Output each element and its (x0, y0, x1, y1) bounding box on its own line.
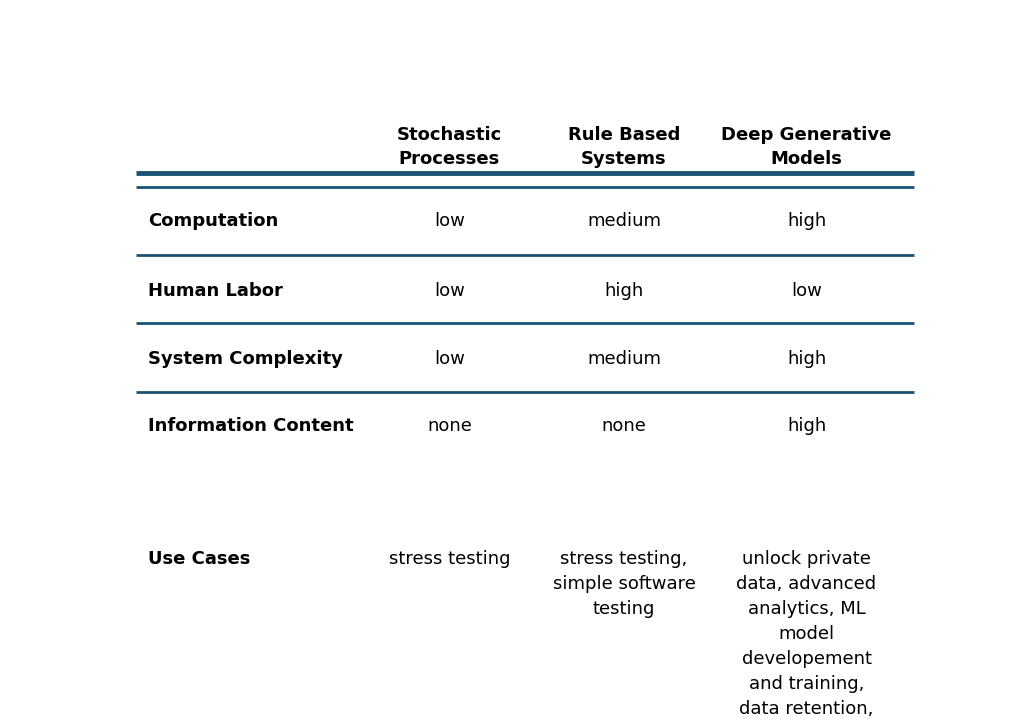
Text: low: low (434, 350, 465, 368)
Text: low: low (434, 282, 465, 300)
Text: Computation: Computation (147, 212, 279, 230)
Text: none: none (601, 417, 646, 435)
Text: high: high (786, 212, 826, 230)
Text: Use Cases: Use Cases (147, 550, 250, 568)
Text: low: low (792, 282, 822, 300)
Text: Deep Generative
Models: Deep Generative Models (721, 126, 892, 167)
Text: stress testing: stress testing (389, 550, 510, 568)
Text: medium: medium (587, 212, 662, 230)
Text: Information Content: Information Content (147, 417, 353, 435)
Text: medium: medium (587, 350, 662, 368)
Text: unlock private
data, advanced
analytics, ML
model
developement
and training,
dat: unlock private data, advanced analytics,… (735, 550, 878, 724)
Text: System Complexity: System Complexity (147, 350, 343, 368)
Text: high: high (786, 417, 826, 435)
Text: high: high (604, 282, 644, 300)
Text: Rule Based
Systems: Rule Based Systems (568, 126, 680, 167)
Text: high: high (786, 350, 826, 368)
Text: low: low (434, 212, 465, 230)
Text: Human Labor: Human Labor (147, 282, 283, 300)
Text: Stochastic
Processes: Stochastic Processes (396, 126, 502, 167)
Text: stress testing,
simple software
testing: stress testing, simple software testing (553, 550, 695, 618)
Text: none: none (427, 417, 472, 435)
